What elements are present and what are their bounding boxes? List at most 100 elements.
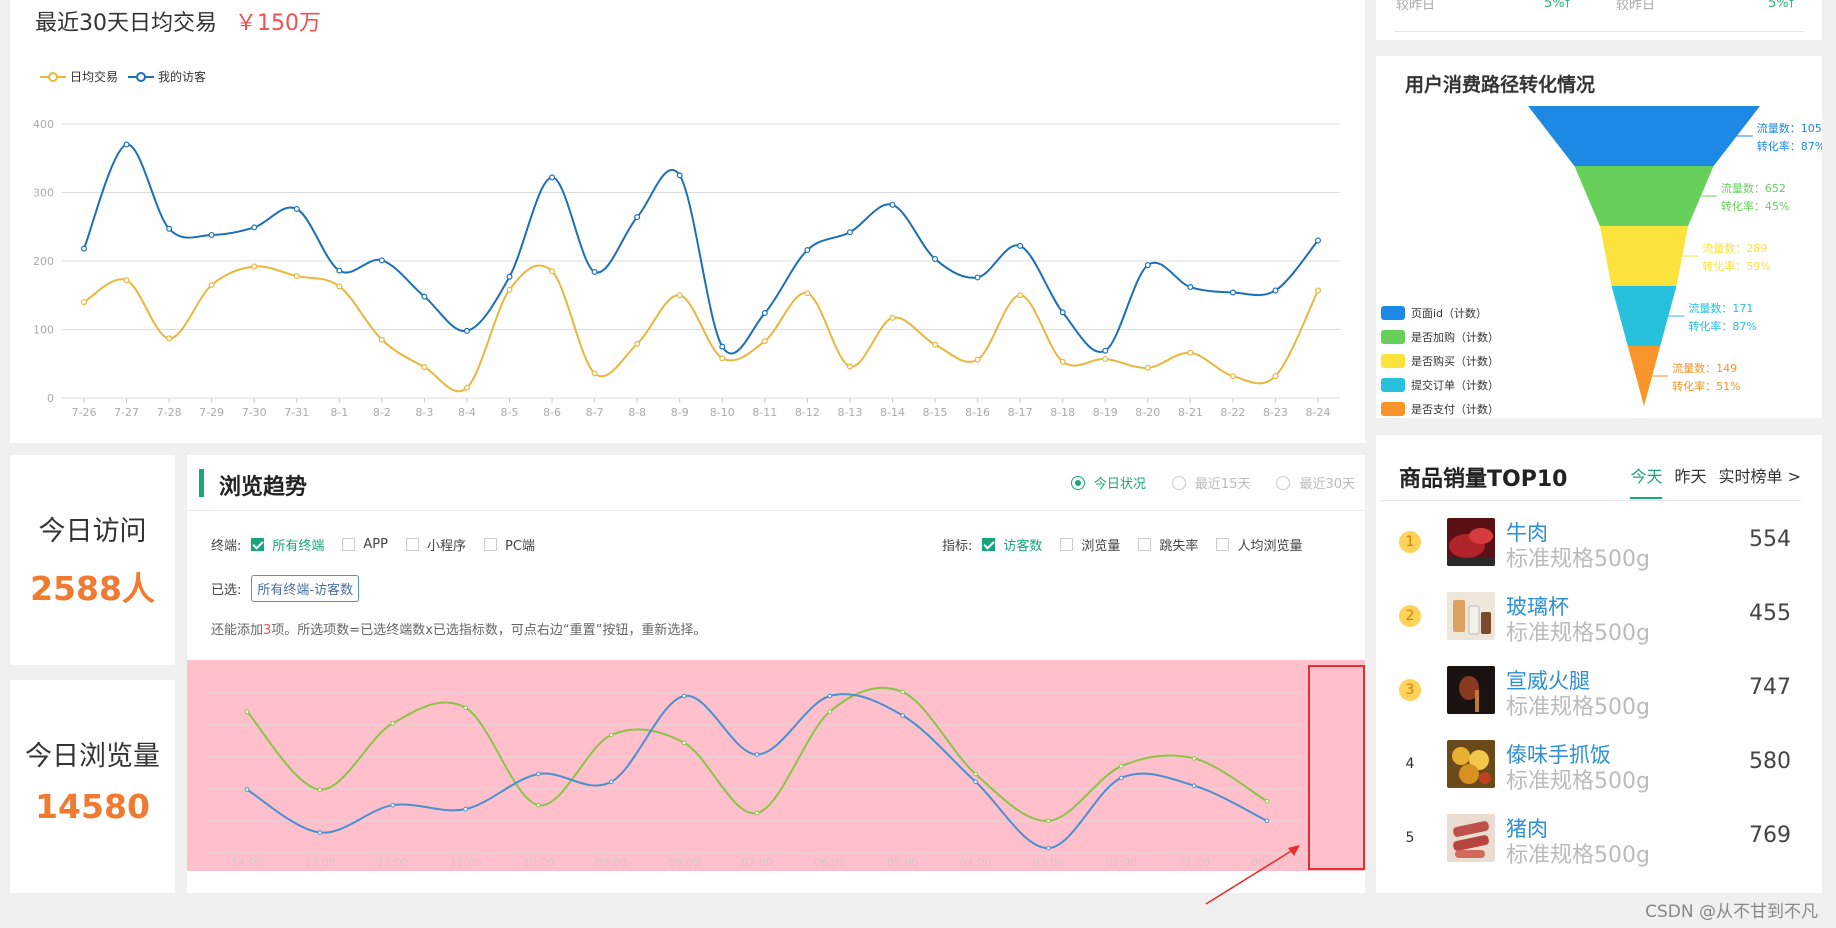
x-tick-label: 03:00 <box>1033 856 1065 869</box>
legend-trade-marker <box>40 71 66 83</box>
funnel-legend-item[interactable]: 是否支付（计数） <box>1381 397 1499 421</box>
x-tick-label: 02:00 <box>1105 856 1137 869</box>
x-tick-label: 13:00 <box>304 856 336 869</box>
selected-tag[interactable]: 所有终端-访客数 <box>251 575 360 602</box>
data-point <box>889 201 896 208</box>
checkbox-icon <box>1138 538 1152 551</box>
data-point <box>719 343 726 350</box>
data-point <box>1272 373 1279 380</box>
data-point <box>1144 262 1151 269</box>
data-point <box>1314 287 1321 294</box>
legend-label: 是否支付（计数） <box>1411 403 1499 416</box>
data-point <box>549 268 556 275</box>
metric-filter: 指标: 访客数 浏览量 跳失率 人均浏览量 <box>942 535 1310 554</box>
radio-15days[interactable]: 最近15天 <box>1171 473 1250 492</box>
funnel-rate-label: 转化率：45% <box>1721 199 1789 213</box>
data-point <box>1272 287 1279 294</box>
data-point <box>754 752 760 757</box>
chk-label: 浏览量 <box>1081 539 1121 554</box>
top10-panel: 商品销量TOP10 今天 昨天 实时榜单 > 1 牛肉 标准规格500g 554… <box>1376 435 1822 893</box>
product-row[interactable]: 5 猪肉 标准规格500g 769 <box>1399 811 1799 868</box>
data-point <box>1059 358 1066 365</box>
product-name[interactable]: 傣味手抓饭 <box>1506 743 1611 767</box>
y-tick-label: 200 <box>33 255 54 268</box>
product-sales: 769 <box>1749 823 1791 848</box>
product-name[interactable]: 猪肉 <box>1506 817 1548 841</box>
radio-dot-icon <box>1276 475 1291 490</box>
legend-item-visitor[interactable]: 我的访客 <box>128 68 206 85</box>
data-point <box>549 174 556 181</box>
data-point <box>591 268 598 275</box>
legend-label: 是否购买（计数） <box>1411 355 1499 368</box>
today-pageviews-label: 今日浏览量 <box>25 741 160 772</box>
chk-pc[interactable]: PC端 <box>484 535 535 554</box>
tab-yesterday[interactable]: 昨天 <box>1674 467 1707 486</box>
x-tick-label: 8-9 <box>671 406 689 419</box>
data-point <box>336 283 343 290</box>
product-spec: 标准规格500g <box>1506 695 1650 720</box>
data-point <box>804 290 811 297</box>
chk-bounce-rate[interactable]: 跳失率 <box>1138 535 1198 554</box>
radio-30days[interactable]: 最近30天 <box>1276 473 1355 492</box>
data-point <box>889 314 896 321</box>
x-tick-label: 7-26 <box>72 406 97 419</box>
funnel-legend-item[interactable]: 页面id（计数） <box>1381 301 1499 325</box>
product-row[interactable]: 1 牛肉 标准规格500g 554 <box>1399 515 1799 572</box>
funnel-legend-item[interactable]: 是否购买（计数） <box>1381 349 1499 373</box>
data-point <box>761 338 768 345</box>
x-tick-label: 8-4 <box>458 406 476 419</box>
data-point <box>378 336 385 343</box>
stat-pct-2: 5%🠕 <box>1768 0 1794 16</box>
data-point <box>1144 364 1151 371</box>
checkbox-icon <box>1060 538 1074 551</box>
checkbox-icon <box>1216 538 1230 551</box>
funnel-legend-item[interactable]: 是否加购（计数） <box>1381 325 1499 349</box>
data-point <box>827 709 833 714</box>
product-name[interactable]: 宣威火腿 <box>1506 669 1590 693</box>
product-name[interactable]: 牛肉 <box>1506 521 1548 545</box>
chk-miniprogram[interactable]: 小程序 <box>405 535 466 554</box>
product-row[interactable]: 3 宣威火腿 标准规格500g 747 <box>1399 663 1799 720</box>
funnel-legend-item[interactable]: 提交订单（计数） <box>1381 373 1499 397</box>
x-tick-label: 8-17 <box>1008 406 1033 419</box>
data-point <box>1187 349 1194 356</box>
product-name[interactable]: 玻璃杯 <box>1506 595 1569 619</box>
series-line <box>83 264 1319 393</box>
note-post: 项。所选项数=已选终端数x已选指标数，可点右边“重置”按钮，重新选择。 <box>271 623 707 638</box>
up-arrow-icon: 🠕 <box>1788 0 1795 11</box>
data-point <box>463 806 468 812</box>
legend-swatch <box>1381 306 1405 320</box>
legend-swatch <box>1381 330 1405 344</box>
up-arrow-icon: 🠕 <box>1564 0 1571 11</box>
trend30-panel: 0 100 200 300 400 7-26 7-27 7-28 7-29 7-30 7-31 8-1… <box>10 0 1365 443</box>
data-point <box>463 705 468 711</box>
chk-visitors[interactable]: 访客数 <box>982 535 1042 554</box>
product-sales: 747 <box>1749 675 1791 700</box>
product-row[interactable]: 4 傣味手抓饭 标准规格500g 580 <box>1399 737 1799 794</box>
chk-pageviews[interactable]: 浏览量 <box>1060 535 1120 554</box>
radio-today[interactable]: 今日状况 <box>1070 473 1146 492</box>
data-point <box>827 693 833 699</box>
x-tick-label: 8-5 <box>501 406 519 419</box>
terminal-filter: 终端: 所有终端 APP 小程序 PC端 <box>211 535 543 554</box>
product-row[interactable]: 2 玻璃杯 标准规格500g 455 <box>1399 589 1799 646</box>
x-tick-label: 08:00 <box>668 856 700 869</box>
data-point <box>634 340 641 347</box>
tab-today[interactable]: 今天 <box>1630 463 1663 499</box>
chk-all-terminals[interactable]: 所有终端 <box>251 535 324 554</box>
chk-app[interactable]: APP <box>342 537 388 552</box>
data-point <box>608 779 614 785</box>
data-point <box>804 247 811 254</box>
product-image-ham <box>1447 666 1495 714</box>
product-image-glass <box>1447 592 1495 640</box>
radio-dot-icon <box>1171 475 1186 490</box>
chk-avg-pageviews[interactable]: 人均浏览量 <box>1216 535 1302 554</box>
legend-visitor-label: 我的访客 <box>158 70 207 84</box>
legend-item-trade[interactable]: 日均交易 <box>40 68 118 85</box>
funnel-segment <box>1611 286 1677 346</box>
data-point <box>208 281 215 288</box>
tab-realtime[interactable]: 实时榜单 > <box>1718 467 1802 486</box>
annotation-arrow-icon <box>1205 845 1300 905</box>
data-point <box>421 364 428 371</box>
chk-label: 人均浏览量 <box>1237 539 1303 554</box>
